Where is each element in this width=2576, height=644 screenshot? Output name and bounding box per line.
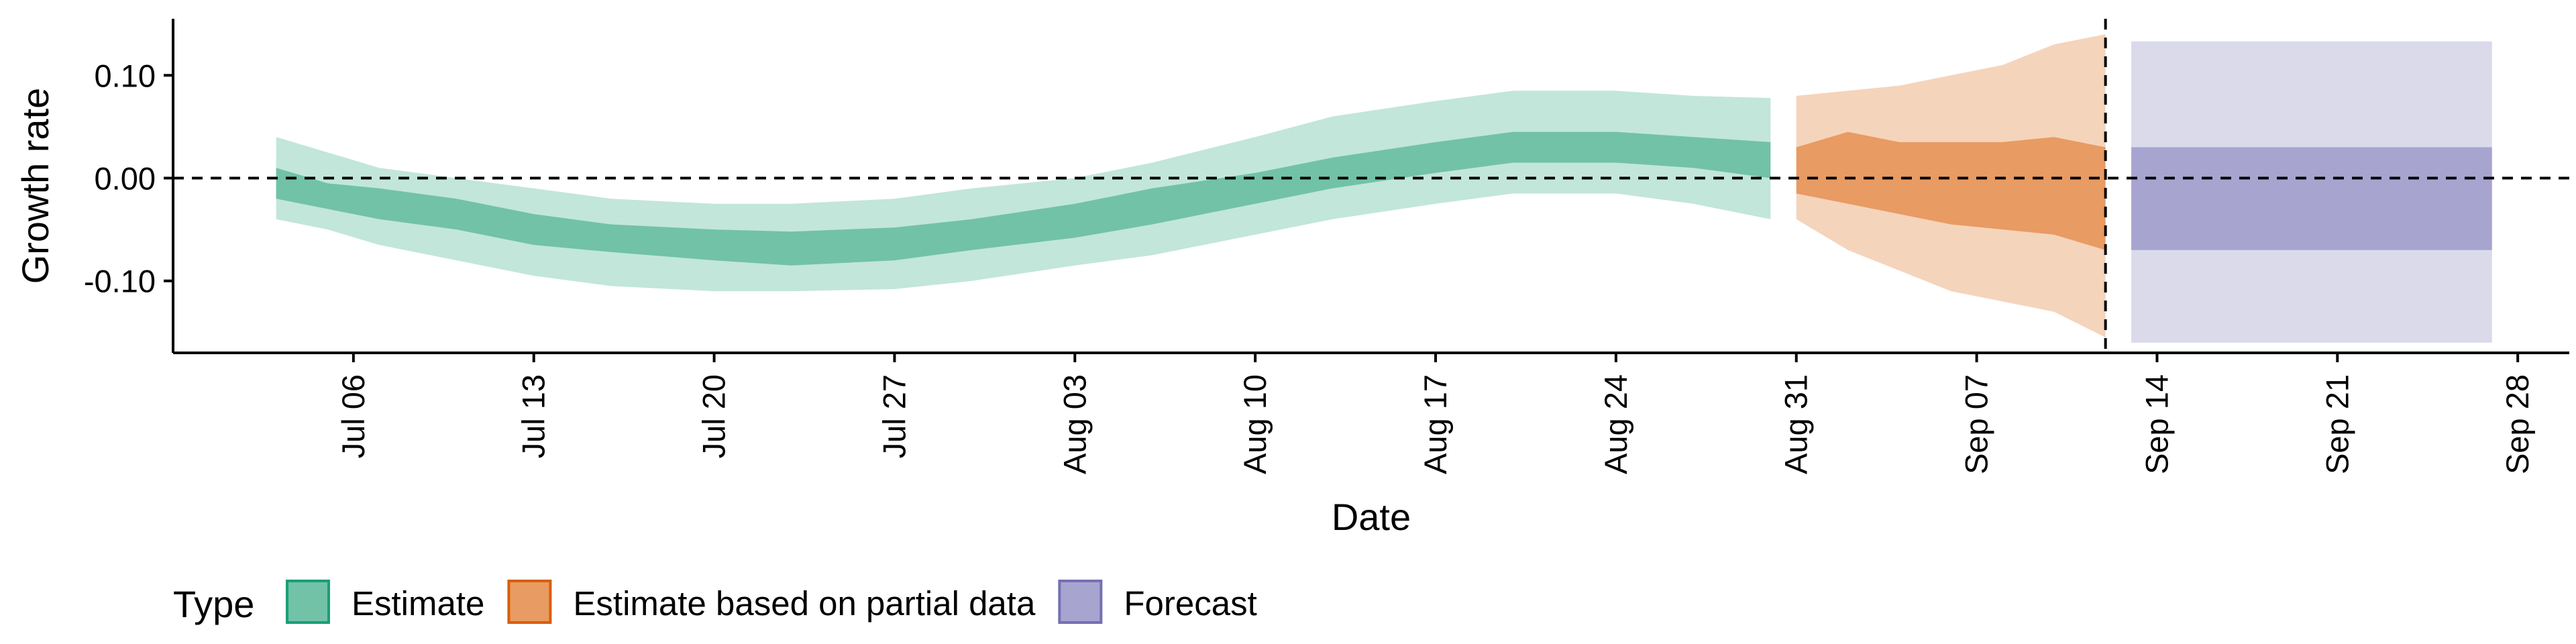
- legend-swatch-estimate: [286, 580, 330, 624]
- legend-label-forecast: Forecast: [1124, 584, 1256, 623]
- y-tick-label: -0.10: [84, 264, 156, 299]
- x-tick-label: Jul 13: [516, 374, 551, 458]
- x-tick-label: Jul 06: [335, 374, 371, 458]
- legend-title: Type: [173, 583, 254, 625]
- legend-swatch-forecast: [1058, 580, 1103, 624]
- x-tick-label: Aug 31: [1778, 374, 1814, 474]
- y-tick-label: 0.10: [95, 58, 156, 93]
- x-tick-label: Jul 27: [876, 374, 912, 458]
- x-tick-label: Sep 21: [2319, 374, 2355, 474]
- x-ticks: Jul 06 Jul 13 Jul 20 Jul 27 Aug 03 Aug 10 Aug …: [335, 353, 2535, 474]
- estimate-inner-band: [276, 131, 1771, 266]
- ribbon-layer: [276, 34, 2492, 343]
- x-tick-label: Aug 03: [1057, 374, 1092, 474]
- legend: Type Estimate Estimate based on partial d…: [173, 580, 1257, 625]
- x-tick-label: Jul 20: [696, 374, 732, 458]
- legend-swatch-partial-estimate: [507, 580, 552, 624]
- estimate-outer-band: [276, 91, 1771, 292]
- partial-estimate-inner-band: [1796, 131, 2106, 250]
- y-ticks: 0.10 0.00 -0.10: [84, 58, 173, 299]
- x-tick-label: Aug 24: [1598, 374, 1633, 474]
- legend-label-partial-estimate: Estimate based on partial data: [573, 584, 1036, 623]
- x-tick-label: Aug 17: [1417, 374, 1453, 474]
- x-tick-label: Aug 10: [1237, 374, 1273, 474]
- x-tick-label: Sep 07: [1959, 374, 1994, 474]
- y-tick-label: 0.00: [95, 161, 156, 197]
- x-tick-label: Sep 14: [2139, 374, 2174, 474]
- legend-label-estimate: Estimate: [352, 584, 484, 623]
- x-tick-label: Sep 28: [2500, 374, 2535, 474]
- x-axis-title: Date: [1332, 496, 1411, 538]
- forecast-inner-band: [2131, 147, 2492, 250]
- y-axis-title: Growth rate: [14, 88, 56, 284]
- reference-lines: [173, 19, 2569, 353]
